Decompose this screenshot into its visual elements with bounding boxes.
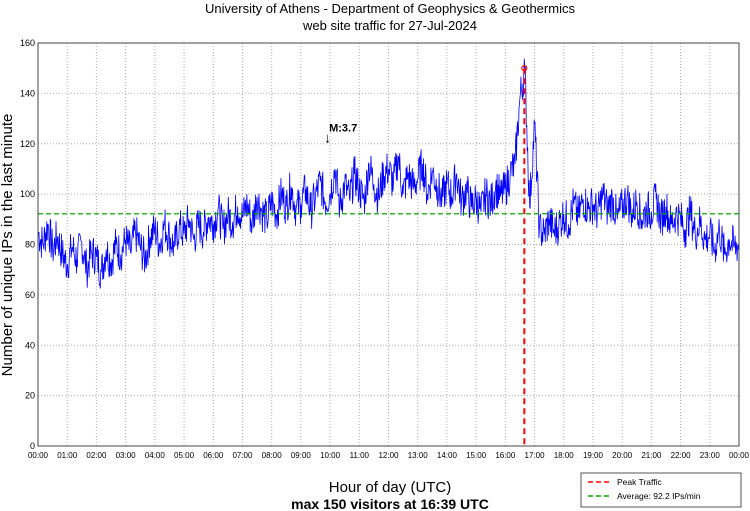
annotation-arrow-icon: ↓ [324, 130, 331, 146]
x-tick-label: 15:00 [466, 451, 487, 460]
x-tick-label: 09:00 [291, 451, 312, 460]
y-tick-label: 120 [20, 139, 35, 149]
x-tick-label: 01:00 [57, 451, 78, 460]
x-tick-label: 03:00 [116, 451, 137, 460]
legend-peak-label: Peak Traffic [617, 477, 662, 487]
chart-subtitle: web site traffic for 27-Jul-2024 [302, 18, 477, 33]
x-tick-label: 06:00 [203, 451, 224, 460]
y-tick-label: 140 [20, 88, 35, 98]
x-axis-sublabel: max 150 visitors at 16:39 UTC [291, 496, 489, 511]
x-tick-label: 19:00 [583, 451, 604, 460]
y-tick-label: 80 [25, 240, 35, 250]
y-axis-label: Number of unique IPs in the last minute [0, 114, 16, 377]
x-tick-label: 13:00 [408, 451, 429, 460]
legend-average-label: Average: 92.2 IPs/min [617, 491, 701, 501]
x-tick-label: 20:00 [612, 451, 633, 460]
peak-marker [521, 65, 528, 72]
x-axis-label: Hour of day (UTC) [329, 479, 452, 496]
y-tick-label: 160 [20, 38, 35, 48]
x-tick-label: 23:00 [700, 451, 721, 460]
x-tick-label: 00:00 [28, 451, 49, 460]
y-tick-label: 20 [25, 391, 35, 401]
chart-title: University of Athens - Department of Geo… [205, 1, 575, 16]
annotation-label: M:3.7 [329, 123, 357, 135]
legend: Peak Traffic Average: 92.2 IPs/min [580, 472, 742, 508]
x-tick-label: 07:00 [232, 451, 253, 460]
traffic-line [37, 58, 740, 289]
y-tick-label: 0 [30, 441, 35, 451]
x-tick-label: 10:00 [320, 451, 341, 460]
y-tick-label: 60 [25, 290, 35, 300]
x-tick-label: 18:00 [554, 451, 575, 460]
x-tick-label: 14:00 [437, 451, 458, 460]
y-tick-label: 40 [25, 340, 35, 350]
y-tick-label: 100 [20, 189, 35, 199]
x-tick-label: 02:00 [86, 451, 107, 460]
x-tick-label: 16:00 [495, 451, 516, 460]
x-tick-label: 12:00 [378, 451, 399, 460]
x-tick-label: 04:00 [145, 451, 166, 460]
x-tick-label: 00:00 [729, 451, 750, 460]
x-tick-label: 05:00 [174, 451, 195, 460]
x-tick-label: 17:00 [525, 451, 546, 460]
x-tick-label: 11:00 [350, 451, 370, 460]
x-tick-label: 21:00 [641, 451, 662, 460]
x-tick-label: 08:00 [262, 451, 283, 460]
x-tick-label: 22:00 [671, 451, 692, 460]
plot-frame [37, 42, 740, 447]
